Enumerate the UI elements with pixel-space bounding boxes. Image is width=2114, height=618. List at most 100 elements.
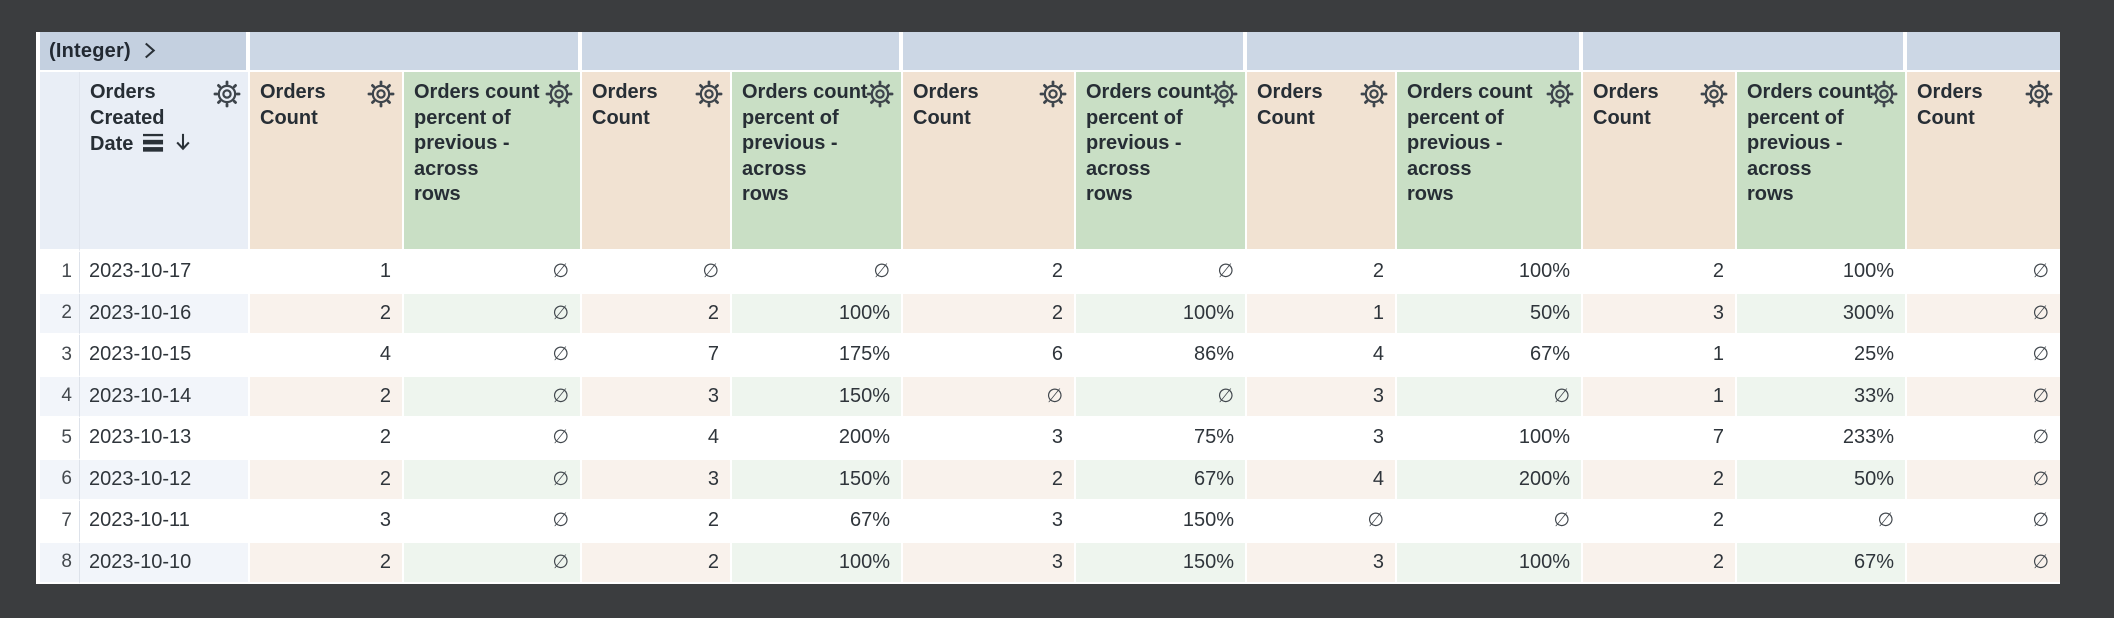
percent-of-previous-cell[interactable]: 100% [732, 542, 903, 584]
orders-count-cell[interactable]: 2 [1583, 252, 1737, 294]
orders-count-cell[interactable]: 2 [582, 542, 732, 584]
orders-count-cell[interactable]: ∅ [1907, 335, 2060, 377]
orders-created-date-cell[interactable]: 2023-10-16 [80, 293, 250, 335]
column-header-orders-created-date[interactable]: Orders Created Date [80, 72, 250, 252]
column-header-orders-count-percent[interactable]: Orders count percent of previous - acros… [1737, 72, 1907, 252]
percent-of-previous-cell[interactable]: ∅ [404, 542, 582, 584]
percent-of-previous-cell[interactable]: 150% [1076, 501, 1247, 543]
column-header-orders-count-percent[interactable]: Orders count percent of previous - acros… [404, 72, 582, 252]
percent-of-previous-cell[interactable]: ∅ [1397, 501, 1583, 543]
orders-count-cell[interactable]: ∅ [1907, 459, 2060, 501]
percent-of-previous-cell[interactable]: 33% [1737, 376, 1907, 418]
percent-of-previous-cell[interactable]: 50% [1737, 459, 1907, 501]
percent-of-previous-cell[interactable]: ∅ [404, 459, 582, 501]
orders-count-cell[interactable]: ∅ [1907, 542, 2060, 584]
orders-count-cell[interactable]: 2 [250, 376, 404, 418]
column-header-orders-count[interactable]: Orders Count [582, 72, 732, 252]
orders-count-cell[interactable]: 3 [582, 459, 732, 501]
orders-count-cell[interactable]: 2 [1247, 252, 1397, 294]
percent-of-previous-cell[interactable]: ∅ [404, 418, 582, 460]
orders-created-date-cell[interactable]: 2023-10-15 [80, 335, 250, 377]
percent-of-previous-cell[interactable]: 300% [1737, 293, 1907, 335]
percent-of-previous-cell[interactable]: ∅ [404, 293, 582, 335]
percent-of-previous-cell[interactable]: 67% [1397, 335, 1583, 377]
percent-of-previous-cell[interactable]: 150% [1076, 542, 1247, 584]
gear-icon[interactable] [1210, 80, 1238, 108]
orders-count-cell[interactable]: 2 [1583, 459, 1737, 501]
orders-count-cell[interactable]: 1 [1583, 376, 1737, 418]
percent-of-previous-cell[interactable]: 100% [1397, 418, 1583, 460]
gear-icon[interactable] [367, 80, 395, 108]
orders-count-cell[interactable]: 2 [582, 293, 732, 335]
orders-created-date-cell[interactable]: 2023-10-11 [80, 501, 250, 543]
gear-icon[interactable] [1700, 80, 1728, 108]
orders-count-cell[interactable]: ∅ [1907, 376, 2060, 418]
percent-of-previous-cell[interactable]: 100% [1076, 293, 1247, 335]
column-header-orders-count-percent[interactable]: Orders count percent of previous - acros… [732, 72, 903, 252]
orders-created-date-cell[interactable]: 2023-10-17 [80, 252, 250, 294]
column-header-orders-count[interactable]: Orders Count [903, 72, 1076, 252]
orders-created-date-cell[interactable]: 2023-10-13 [80, 418, 250, 460]
orders-count-cell[interactable]: 4 [1247, 335, 1397, 377]
orders-count-cell[interactable]: 3 [903, 418, 1076, 460]
orders-count-cell[interactable]: 2 [1583, 542, 1737, 584]
orders-count-cell[interactable]: ∅ [1907, 501, 2060, 543]
gear-icon[interactable] [695, 80, 723, 108]
orders-created-date-cell[interactable]: 2023-10-10 [80, 542, 250, 584]
orders-count-cell[interactable]: 3 [1247, 542, 1397, 584]
percent-of-previous-cell[interactable]: ∅ [732, 252, 903, 294]
gear-icon[interactable] [545, 80, 573, 108]
orders-count-cell[interactable]: 3 [903, 542, 1076, 584]
percent-of-previous-cell[interactable]: 86% [1076, 335, 1247, 377]
orders-count-cell[interactable]: 4 [250, 335, 404, 377]
orders-count-cell[interactable]: 2 [250, 293, 404, 335]
orders-count-cell[interactable]: 2 [582, 501, 732, 543]
column-header-orders-count[interactable]: Orders Count [1583, 72, 1737, 252]
percent-of-previous-cell[interactable]: 100% [732, 293, 903, 335]
percent-of-previous-cell[interactable]: 200% [732, 418, 903, 460]
orders-count-cell[interactable]: 3 [1247, 418, 1397, 460]
percent-of-previous-cell[interactable]: 100% [1737, 252, 1907, 294]
column-header-orders-count-percent[interactable]: Orders count percent of previous - acros… [1397, 72, 1583, 252]
percent-of-previous-cell[interactable]: ∅ [1076, 376, 1247, 418]
column-header-orders-count[interactable]: Orders Count [1247, 72, 1397, 252]
percent-of-previous-cell[interactable]: 233% [1737, 418, 1907, 460]
percent-of-previous-cell[interactable]: 150% [732, 459, 903, 501]
percent-of-previous-cell[interactable]: 75% [1076, 418, 1247, 460]
percent-of-previous-cell[interactable]: 25% [1737, 335, 1907, 377]
percent-of-previous-cell[interactable]: 100% [1397, 252, 1583, 294]
percent-of-previous-cell[interactable]: 100% [1397, 542, 1583, 584]
percent-of-previous-cell[interactable]: ∅ [404, 335, 582, 377]
percent-of-previous-cell[interactable]: 67% [1737, 542, 1907, 584]
orders-count-cell[interactable]: 2 [903, 293, 1076, 335]
orders-count-cell[interactable]: 2 [250, 418, 404, 460]
percent-of-previous-cell[interactable]: ∅ [1737, 501, 1907, 543]
percent-of-previous-cell[interactable]: 67% [732, 501, 903, 543]
orders-count-cell[interactable]: 2 [903, 459, 1076, 501]
orders-count-cell[interactable]: 1 [1247, 293, 1397, 335]
orders-count-cell[interactable]: 3 [903, 501, 1076, 543]
gear-icon[interactable] [1039, 80, 1067, 108]
gear-icon[interactable] [1870, 80, 1898, 108]
orders-count-cell[interactable]: 2 [250, 459, 404, 501]
orders-count-cell[interactable]: 4 [582, 418, 732, 460]
percent-of-previous-cell[interactable]: 175% [732, 335, 903, 377]
percent-of-previous-cell[interactable]: 150% [732, 376, 903, 418]
percent-of-previous-cell[interactable]: ∅ [1397, 376, 1583, 418]
orders-count-cell[interactable]: ∅ [1907, 293, 2060, 335]
percent-of-previous-cell[interactable]: 200% [1397, 459, 1583, 501]
percent-of-previous-cell[interactable]: ∅ [404, 376, 582, 418]
orders-count-cell[interactable]: 3 [1583, 293, 1737, 335]
column-header-orders-count[interactable]: Orders Count [250, 72, 404, 252]
percent-of-previous-cell[interactable]: 50% [1397, 293, 1583, 335]
gear-icon[interactable] [866, 80, 894, 108]
orders-count-cell[interactable]: 1 [1583, 335, 1737, 377]
gear-icon[interactable] [1360, 80, 1388, 108]
orders-created-date-cell[interactable]: 2023-10-14 [80, 376, 250, 418]
orders-count-cell[interactable]: 6 [903, 335, 1076, 377]
orders-count-cell[interactable]: 2 [903, 252, 1076, 294]
column-header-orders-count-percent[interactable]: Orders count percent of previous - acros… [1076, 72, 1247, 252]
orders-count-cell[interactable]: 7 [582, 335, 732, 377]
orders-count-cell[interactable]: ∅ [1907, 418, 2060, 460]
orders-count-cell[interactable]: 1 [250, 252, 404, 294]
